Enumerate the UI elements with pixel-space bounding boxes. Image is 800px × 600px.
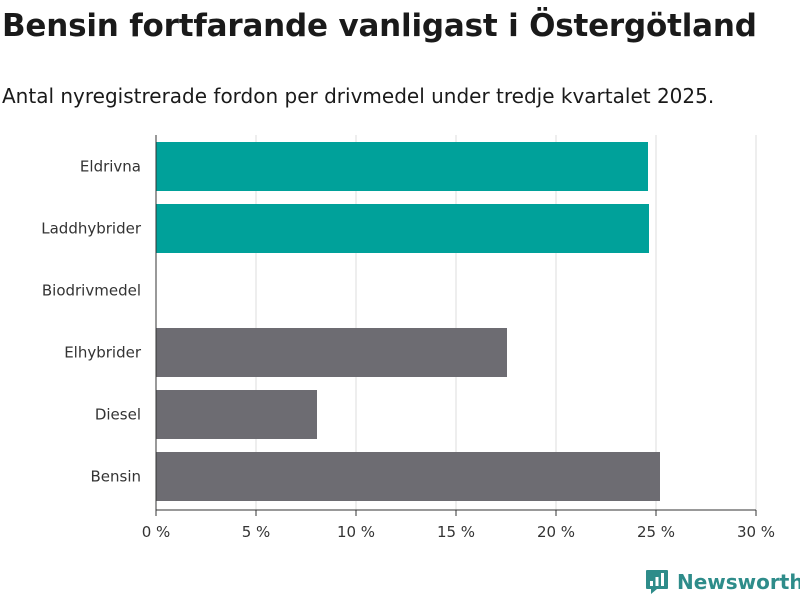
x-tick-label-25: 25 % bbox=[637, 523, 675, 541]
category-label-laddhybrider: Laddhybrider bbox=[41, 220, 142, 238]
bar-diesel bbox=[156, 390, 317, 439]
bars bbox=[156, 142, 660, 501]
category-label-elhybrider: Elhybrider bbox=[64, 344, 142, 362]
labels: 0 % 5 % 10 % 15 % 20 % 25 % 30 % Eldrivna Laddhy… bbox=[41, 158, 775, 542]
x-tick-label-0: 0 % bbox=[142, 523, 171, 541]
axes bbox=[155, 135, 757, 516]
x-tick-label-10: 10 % bbox=[337, 523, 375, 541]
category-label-diesel: Diesel bbox=[95, 406, 141, 424]
bar-laddhybrider bbox=[156, 204, 649, 253]
x-tick-label-20: 20 % bbox=[537, 523, 575, 541]
chart-subtitle: Antal nyregistrerade fordon per drivmede… bbox=[2, 84, 715, 108]
newsworthy-logo: Newsworthy bbox=[645, 569, 800, 595]
category-label-eldrivna: Eldrivna bbox=[80, 158, 141, 176]
x-tick-label-5: 5 % bbox=[242, 523, 271, 541]
bar-elhybrider bbox=[156, 328, 507, 377]
gridlines bbox=[255, 135, 757, 510]
bar-chart: 0 % 5 % 10 % 15 % 20 % 25 % 30 % Eldrivna Laddhy… bbox=[41, 135, 775, 542]
brand-name: Newsworthy bbox=[677, 570, 800, 594]
chart-title: Bensin fortfarande vanligast i Östergötl… bbox=[2, 8, 757, 44]
newsworthy-icon bbox=[646, 570, 668, 594]
x-tick-label-30: 30 % bbox=[737, 523, 775, 541]
category-label-biodrivmedel: Biodrivmedel bbox=[42, 282, 141, 300]
bar-bensin bbox=[156, 452, 660, 501]
bar-eldrivna bbox=[156, 142, 648, 191]
category-label-bensin: Bensin bbox=[90, 468, 141, 486]
x-tick-label-15: 15 % bbox=[437, 523, 475, 541]
